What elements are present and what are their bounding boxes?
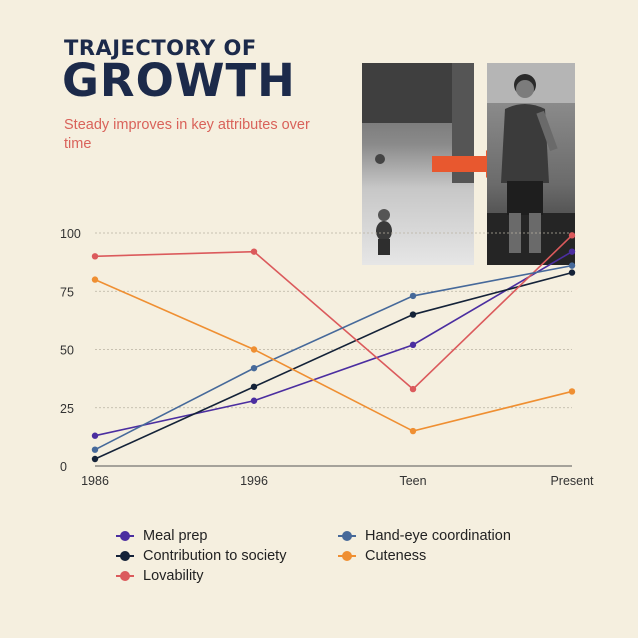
chart-subtitle: Steady improves in key attributes over t… xyxy=(64,117,310,152)
data-point-meal-prep xyxy=(409,341,417,349)
legend-marker-hand-eye xyxy=(338,530,356,541)
x-tick-label: 1996 xyxy=(240,474,268,488)
data-point-cuteness xyxy=(568,388,576,395)
data-point-lovability xyxy=(91,253,99,260)
chart-legend: Meal prep Hand-eye coordination Contribu… xyxy=(116,526,580,585)
legend-marker-cuteness xyxy=(338,550,356,561)
data-point-cuteness xyxy=(250,346,258,353)
data-point-hand-eye-coordination xyxy=(250,364,258,372)
legend-item-meal-prep: Meal prep xyxy=(116,526,342,545)
legend-item-lovability: Lovability xyxy=(116,566,342,585)
y-tick-label: 50 xyxy=(60,344,74,358)
chart-title-line1: TRAJECTORY OF xyxy=(64,36,257,60)
data-point-meal-prep xyxy=(250,397,258,404)
legend-label: Contribution to society xyxy=(143,547,287,564)
series-line-meal-prep xyxy=(94,250,573,437)
legend-marker-meal-prep xyxy=(116,530,134,541)
chart-title-line2: GROWTH xyxy=(62,54,296,107)
x-tick-label: Teen xyxy=(399,474,426,488)
legend-label: Cuteness xyxy=(365,547,427,564)
data-point-meal-prep xyxy=(91,432,99,439)
legend-label: Lovability xyxy=(143,567,204,584)
y-tick-label: 0 xyxy=(60,460,67,474)
data-point-lovability xyxy=(409,385,417,393)
data-point-contribution-to-society xyxy=(568,269,576,276)
arrow-icon xyxy=(432,150,502,178)
x-tick-label: Present xyxy=(550,474,594,488)
data-point-meal-prep xyxy=(568,248,576,255)
series-line-lovability xyxy=(94,234,573,391)
y-tick-label: 25 xyxy=(60,402,74,416)
adult-photo xyxy=(487,63,575,265)
series-line-contribution-to-society xyxy=(94,271,573,460)
data-point-contribution-to-society xyxy=(91,455,99,463)
y-tick-label: 75 xyxy=(60,285,74,299)
legend-item-contribution: Contribution to society xyxy=(116,546,342,565)
data-point-cuteness xyxy=(409,427,417,435)
data-point-hand-eye-coordination xyxy=(568,262,576,269)
data-point-contribution-to-society xyxy=(250,383,258,390)
legend-marker-contribution xyxy=(116,550,134,561)
data-point-lovability xyxy=(250,248,258,255)
x-tick-label: 1986 xyxy=(81,474,109,488)
legend-marker-lovability xyxy=(116,570,134,581)
data-point-contribution-to-society xyxy=(409,311,417,318)
legend-label: Hand-eye coordination xyxy=(365,527,511,544)
data-point-cuteness xyxy=(91,276,99,283)
data-point-lovability xyxy=(568,232,576,239)
series-line-hand-eye-coordination xyxy=(94,264,573,451)
series-line-cuteness xyxy=(94,278,573,432)
data-point-hand-eye-coordination xyxy=(91,446,99,453)
legend-item-cuteness: Cuteness xyxy=(338,546,580,565)
y-tick-label: 100 xyxy=(60,227,81,241)
legend-label: Meal prep xyxy=(143,527,208,544)
data-point-hand-eye-coordination xyxy=(409,292,417,300)
legend-item-hand-eye: Hand-eye coordination xyxy=(338,526,580,545)
